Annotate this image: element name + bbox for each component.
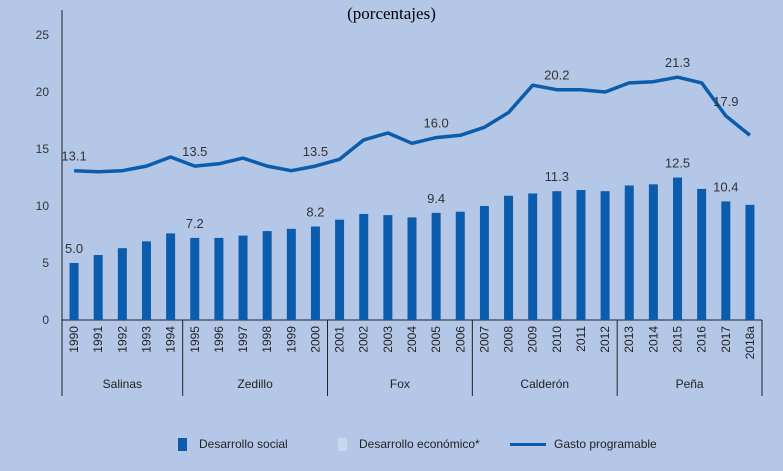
bar-social xyxy=(624,185,634,320)
bar-social xyxy=(93,255,103,320)
line-data-label: 20.2 xyxy=(544,68,569,83)
bar-data-label: 7.2 xyxy=(186,216,204,231)
bar-data-label: 11.3 xyxy=(545,169,569,184)
x-tick-label: 1996 xyxy=(212,326,226,353)
legend-swatch-social xyxy=(178,437,187,451)
line-data-label: 17.9 xyxy=(713,94,738,109)
line-data-label: 16.0 xyxy=(423,116,448,131)
group-label: Calderón xyxy=(520,377,569,391)
x-tick-label: 2001 xyxy=(333,326,347,353)
x-tick-label: 2002 xyxy=(357,326,371,353)
y-tick-label: 10 xyxy=(36,199,50,213)
bar-social xyxy=(600,191,610,320)
legend: Desarrollo social Desarrollo económico* … xyxy=(0,437,783,457)
x-tick-label: 2017 xyxy=(719,326,733,353)
bar-data-label: 10.4 xyxy=(713,179,738,194)
bar-social xyxy=(431,212,441,320)
line-data-label: 13.5 xyxy=(182,144,207,159)
x-tick-label: 2010 xyxy=(550,326,564,353)
bar-social xyxy=(673,177,683,320)
x-tick-label: 2004 xyxy=(405,326,419,353)
y-tick-label: 0 xyxy=(42,313,49,327)
bar-social xyxy=(262,231,272,320)
line-data-label: 13.5 xyxy=(303,144,328,159)
line-gasto-programable xyxy=(74,75,751,174)
x-tick-label: 2015 xyxy=(671,326,685,353)
bar-social xyxy=(69,263,79,320)
group-label: Salinas xyxy=(103,377,142,391)
group-label: Zedillo xyxy=(237,377,273,391)
bar-social xyxy=(407,217,417,320)
group-label: Peña xyxy=(676,377,704,391)
bar-social xyxy=(721,201,731,320)
bar-data-label: 8.2 xyxy=(306,205,324,220)
x-tick-label: 2012 xyxy=(598,326,612,353)
group-label: Fox xyxy=(390,377,410,391)
x-tick-label: 1999 xyxy=(284,326,298,353)
x-tick-label: 1998 xyxy=(260,326,274,353)
bar-social xyxy=(576,190,586,320)
bar-social xyxy=(455,211,465,320)
bar-social xyxy=(504,195,514,320)
bar-data-label: 9.4 xyxy=(427,191,445,206)
legend-swatch-gasto xyxy=(510,442,546,446)
x-tick-label: 2003 xyxy=(381,326,395,353)
bar-social xyxy=(166,233,176,320)
x-tick-label: 2008 xyxy=(502,326,516,353)
x-tick-label: 2005 xyxy=(429,326,443,353)
x-tick-label: 2000 xyxy=(308,326,322,353)
bar-social xyxy=(359,213,369,320)
y-tick-label: 20 xyxy=(36,85,50,99)
y-tick-label: 5 xyxy=(42,256,49,270)
bar-social xyxy=(745,204,755,320)
legend-item-social: Desarrollo social xyxy=(178,437,288,451)
bar-social xyxy=(141,241,151,320)
line-data-label: 13.1 xyxy=(61,149,86,164)
bar-social xyxy=(479,206,489,320)
chart-title: (porcentajes) xyxy=(347,4,436,23)
bar-social xyxy=(528,193,538,320)
x-tick-label: 2009 xyxy=(526,326,540,353)
x-tick-label: 1997 xyxy=(236,326,250,353)
x-tick-label: 2014 xyxy=(646,326,660,353)
legend-item-gasto: Gasto programable xyxy=(510,437,657,451)
bar-data-label: 12.5 xyxy=(665,156,690,171)
bar-social xyxy=(310,226,320,320)
x-tick-label: 2007 xyxy=(477,326,491,353)
legend-label-economico: Desarrollo económico* xyxy=(359,437,480,451)
legend-label-social: Desarrollo social xyxy=(199,437,288,451)
bar-social xyxy=(286,228,296,320)
y-tick-label: 25 xyxy=(36,28,50,42)
bar-social xyxy=(383,215,393,320)
x-tick-label: 1995 xyxy=(188,326,202,353)
x-tick-label: 2016 xyxy=(695,326,709,353)
x-tick-label: 2011 xyxy=(574,326,588,352)
x-tick-label: 1990 xyxy=(67,326,81,353)
bar-data-label: 5.0 xyxy=(65,241,83,256)
x-tick-label: 1994 xyxy=(164,326,178,353)
bar-social xyxy=(697,188,707,320)
bar-social xyxy=(190,237,200,320)
x-tick-label: 1992 xyxy=(115,326,129,353)
line-data-label: 21.3 xyxy=(665,55,690,70)
x-tick-label: 1993 xyxy=(139,326,153,353)
x-tick-label: 2018a xyxy=(743,326,757,360)
y-tick-label: 15 xyxy=(36,142,50,156)
x-tick-label: 2006 xyxy=(453,326,467,353)
legend-swatch-economico xyxy=(338,437,347,451)
bar-social xyxy=(552,191,562,320)
x-tick-label: 2013 xyxy=(622,326,636,353)
bar-social xyxy=(214,237,224,320)
bar-social xyxy=(648,184,658,320)
legend-label-gasto: Gasto programable xyxy=(554,437,657,451)
bar-social xyxy=(117,248,127,320)
legend-item-economico: Desarrollo económico* xyxy=(338,437,480,451)
bar-social xyxy=(335,219,345,320)
x-tick-label: 1991 xyxy=(91,326,105,353)
bar-social xyxy=(238,235,248,320)
